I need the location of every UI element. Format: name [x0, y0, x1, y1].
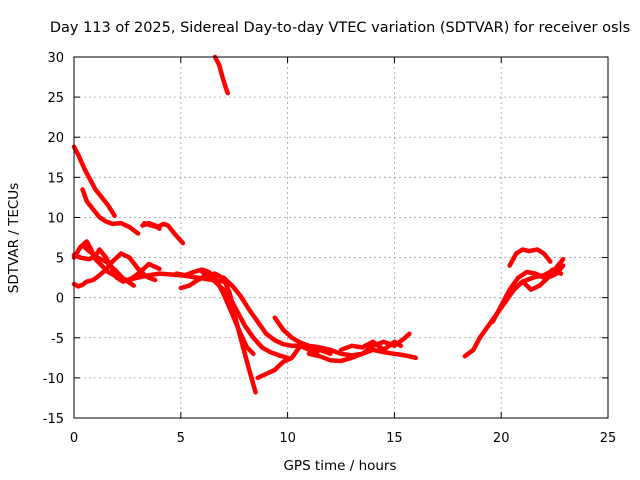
- x-tick-label: 20: [493, 431, 510, 446]
- series-trace-15: [255, 343, 320, 381]
- series-trace-12: [199, 269, 290, 361]
- y-tick-label: 5: [56, 252, 64, 267]
- y-axis-label: SDTVAR / TECUs: [6, 183, 22, 293]
- y-tick-label: 30: [47, 51, 64, 66]
- series-trace-11: [174, 267, 256, 357]
- series-trace-19: [490, 267, 564, 324]
- chart-title: Day 113 of 2025, Sidereal Day-to-day VTE…: [50, 20, 630, 36]
- x-tick-label: 15: [386, 431, 403, 446]
- series-trace-14: [272, 315, 419, 361]
- x-tick-labels: 0 5 10 15 20 25: [70, 431, 616, 446]
- x-axis-label: GPS time / hours: [283, 458, 396, 474]
- y-tick-label: 20: [47, 131, 64, 146]
- series-trace-21: [511, 263, 566, 292]
- series-trace-20: [507, 247, 553, 268]
- y-tick-label: -10: [43, 372, 64, 387]
- y-tick-label: 25: [47, 91, 64, 106]
- x-tick-label: 5: [177, 431, 185, 446]
- x-tick-label: 25: [600, 431, 617, 446]
- y-tick-label: -5: [51, 332, 64, 347]
- series-trace-5: [212, 54, 231, 96]
- series-trace-7: [71, 251, 158, 289]
- series-trace-2: [80, 187, 141, 236]
- grid: [73, 56, 609, 419]
- series-trace-9: [80, 243, 137, 288]
- series-trace-10: [178, 271, 258, 395]
- y-tick-labels: -15 -10 -5 0 5 10 15 20 25 30: [43, 51, 64, 427]
- y-tick-label: 10: [47, 211, 64, 226]
- y-tick-label: 15: [47, 171, 64, 186]
- data-series: [71, 54, 566, 395]
- series-trace-4: [140, 220, 162, 231]
- x-tick-label: 10: [279, 431, 296, 446]
- series-trace-1: [71, 144, 117, 219]
- y-tick-label: 0: [56, 292, 64, 307]
- series-trace-17: [338, 339, 404, 353]
- x-tick-label: 0: [70, 431, 78, 446]
- series-trace-3: [142, 220, 186, 246]
- y-tick-label: -15: [43, 412, 64, 427]
- plot-frame: [73, 56, 609, 419]
